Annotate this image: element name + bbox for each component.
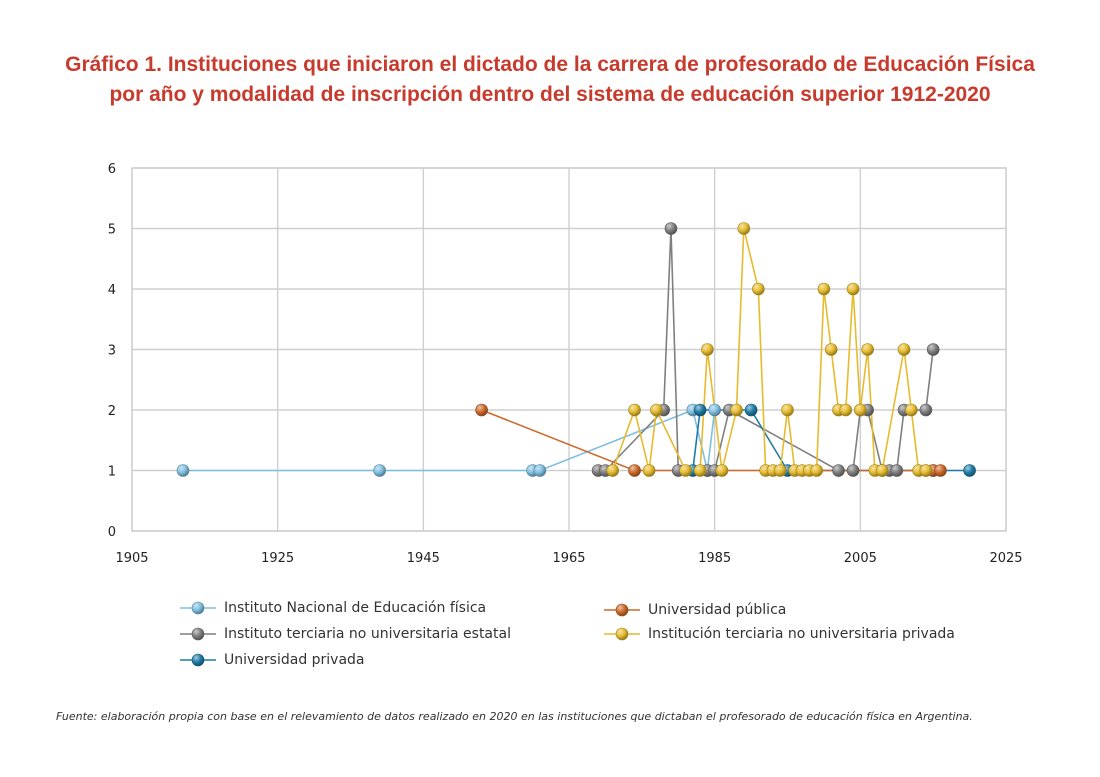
data-point-universidad-privada-1: [693, 403, 707, 417]
data-point-instituto-terciaria-no-universitaria-estatal-17: [926, 343, 940, 356]
data-point-institucion-terciaria-no-universitaria-privada-10: [752, 282, 765, 296]
y-tick-label-5: 5: [108, 223, 116, 238]
data-point-institucion-terciaria-no-universitaria-privada-9: [737, 222, 751, 235]
data-point-institucion-terciaria-no-universitaria-privada-23: [846, 282, 860, 296]
data-point-institucion-terciaria-no-universitaria-privada-22: [839, 403, 853, 417]
legend-item-terciaria-estatal: Instituto terciaria no universitaria est…: [180, 624, 511, 644]
data-point-institucion-terciaria-no-universitaria-privada-24: [854, 403, 867, 417]
y-tick-label-0: 0: [108, 525, 116, 540]
data-point-instituto-terciaria-no-universitaria-estatal-16: [919, 403, 933, 417]
legend-swatch-universidad-privada: [180, 653, 216, 667]
data-point-institucion-terciaria-no-universitaria-privada-14: [781, 403, 794, 417]
data-point-institucion-terciaria-no-universitaria-privada-8: [730, 403, 743, 417]
data-point-institucion-terciaria-no-universitaria-privada-28: [897, 343, 911, 356]
legend-item-universidad-publica: Universidad pública: [604, 600, 786, 620]
legend-swatch-terciaria-estatal: [180, 627, 216, 641]
y-tick-label-6: 6: [108, 162, 116, 177]
data-point-institucion-terciaria-no-universitaria-privada-20: [824, 343, 838, 356]
data-point-institucion-terciaria-no-universitaria-privada-3: [650, 403, 663, 417]
data-point-institucion-terciaria-no-universitaria-privada-27: [875, 464, 889, 477]
data-point-institucion-terciaria-no-universitaria-privada-19: [817, 282, 831, 296]
x-tick-label-1945: 1945: [407, 551, 440, 566]
data-point-institucion-terciaria-no-universitaria-privada-6: [701, 343, 714, 356]
data-point-institucion-terciaria-no-universitaria-privada-7: [715, 464, 729, 477]
legend-swatch-marker: [191, 627, 205, 641]
legend-item-universidad-privada: Universidad privada: [180, 650, 365, 670]
data-point-instituto-terciaria-no-universitaria-estatal-14: [890, 464, 904, 477]
data-point-instituto-nacional-de-educacion-fisica-3: [533, 464, 547, 477]
data-point-instituto-terciaria-no-universitaria-estatal-8: [832, 464, 845, 477]
data-point-universidad-privada-2: [744, 403, 758, 417]
legend-label-universidad-publica: Universidad pública: [648, 602, 787, 618]
data-point-institucion-terciaria-no-universitaria-privada-29: [905, 403, 918, 417]
y-tick-label-2: 2: [108, 404, 116, 419]
legend-label-terciaria-privada: Institución terciaria no universitaria p…: [648, 626, 955, 642]
data-point-instituto-nacional-de-educacion-fisica-1: [373, 464, 386, 477]
legend-label-terciaria-estatal: Instituto terciaria no universitaria est…: [224, 626, 511, 642]
legend-label-universidad-privada: Universidad privada: [224, 652, 365, 668]
legend-swatch-marker: [615, 627, 629, 641]
y-tick-label-4: 4: [108, 283, 116, 298]
data-point-institucion-terciaria-no-universitaria-privada-4: [679, 464, 692, 477]
legend-swatch-marker: [191, 601, 205, 615]
data-point-universidad-publica-0: [475, 403, 488, 417]
data-point-institucion-terciaria-no-universitaria-privada-1: [628, 403, 641, 417]
legend-swatch-marker: [615, 603, 629, 617]
data-point-universidad-publica-3: [934, 464, 947, 477]
data-point-institucion-terciaria-no-universitaria-privada-2: [642, 464, 656, 477]
data-point-instituto-nacional-de-educacion-fisica-6: [708, 403, 721, 417]
data-point-universidad-publica-1: [628, 464, 641, 477]
legend-item-inef: Instituto Nacional de Educación física: [180, 598, 486, 618]
legend-swatch-inef: [180, 601, 216, 615]
x-tick-label-1925: 1925: [261, 551, 294, 566]
data-point-institucion-terciaria-no-universitaria-privada-0: [606, 464, 620, 477]
data-point-universidad-privada-5: [963, 464, 976, 477]
data-point-instituto-terciaria-no-universitaria-estatal-3: [664, 222, 678, 235]
source-note: Fuente: elaboración propia con base en e…: [56, 710, 973, 723]
legend-swatch-universidad-publica: [604, 603, 640, 617]
data-point-institucion-terciaria-no-universitaria-privada-32: [919, 464, 933, 477]
data-point-institucion-terciaria-no-universitaria-privada-18: [810, 464, 823, 477]
y-tick-label-3: 3: [108, 344, 116, 359]
x-tick-label-1905: 1905: [115, 551, 148, 566]
legend-label-inef: Instituto Nacional de Educación física: [224, 600, 487, 616]
x-tick-label-1965: 1965: [552, 551, 585, 566]
y-tick-label-1: 1: [108, 465, 116, 480]
legend-item-terciaria-privada: Institución terciaria no universitaria p…: [604, 624, 955, 644]
data-point-instituto-nacional-de-educacion-fisica-0: [176, 464, 190, 477]
legend-swatch-terciaria-privada: [604, 627, 640, 641]
chart-title-line-1: Gráfico 1. Instituciones que iniciaron e…: [65, 53, 1035, 76]
data-point-instituto-terciaria-no-universitaria-estatal-9: [846, 464, 860, 477]
x-tick-label-1985: 1985: [698, 551, 731, 566]
x-tick-label-2025: 2025: [989, 551, 1022, 566]
data-point-institucion-terciaria-no-universitaria-privada-13: [773, 464, 787, 477]
chart-title-line-2: por año y modalidad de inscripción dentr…: [109, 83, 991, 106]
chart-title: Gráfico 1. Instituciones que iniciaron e…: [20, 50, 1080, 110]
plot-frame: [131, 167, 1007, 532]
x-tick-label-2005: 2005: [844, 551, 877, 566]
data-point-institucion-terciaria-no-universitaria-privada-25: [861, 343, 874, 356]
legend-swatch-marker: [191, 653, 205, 667]
data-point-institucion-terciaria-no-universitaria-privada-5: [693, 464, 707, 477]
